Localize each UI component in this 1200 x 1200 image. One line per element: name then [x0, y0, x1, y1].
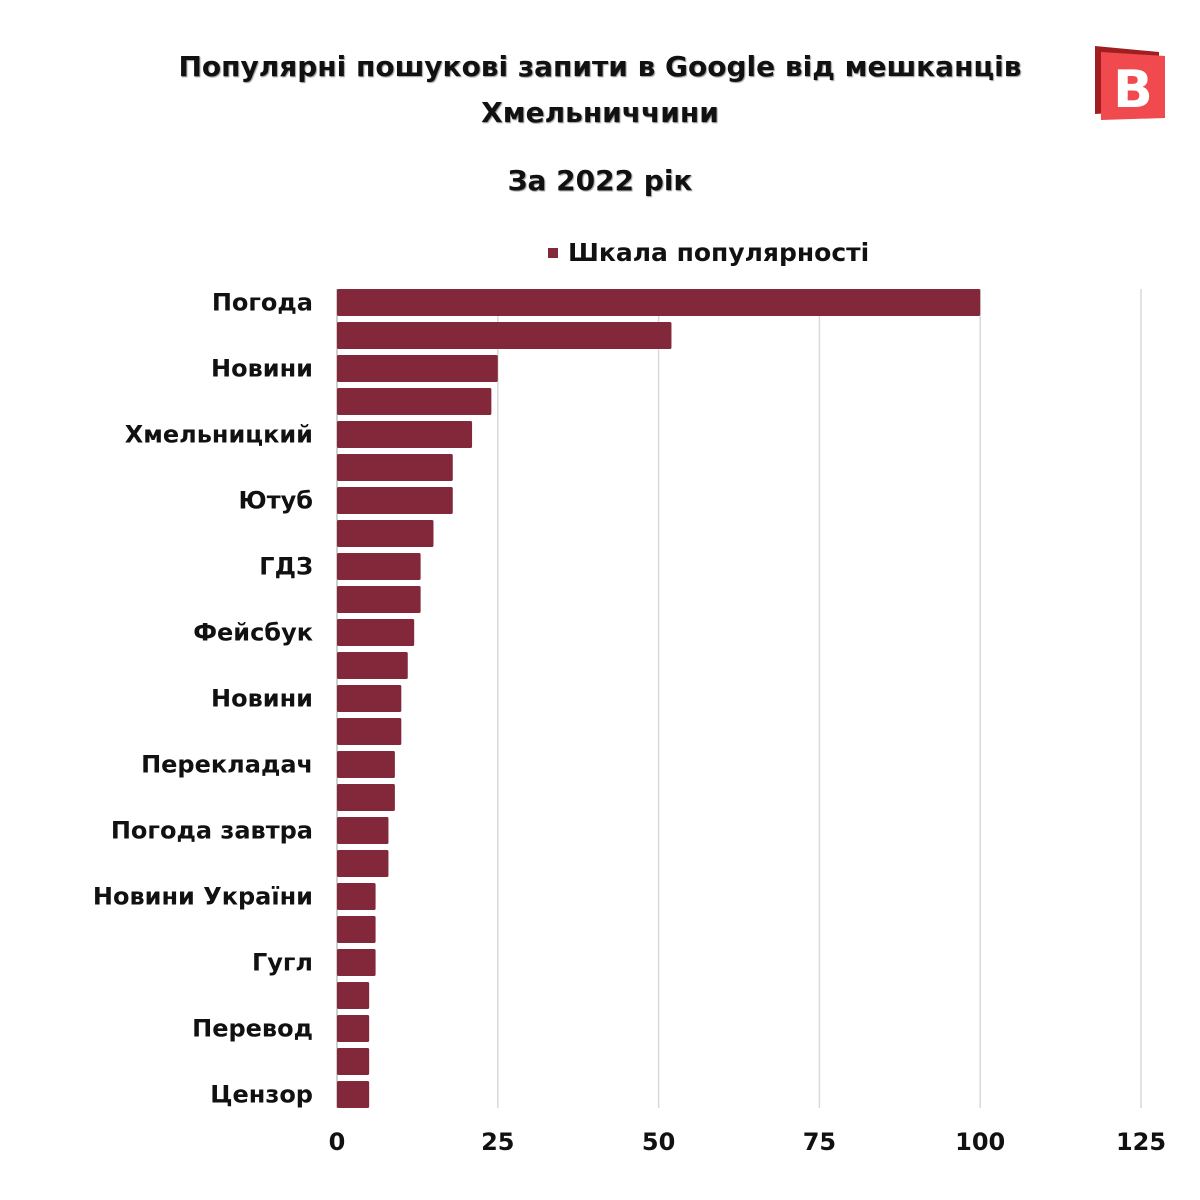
bar	[337, 883, 376, 910]
y-category-label: ГДЗ	[259, 553, 313, 581]
legend-label: Шкала популярності	[568, 238, 870, 267]
bar	[337, 289, 981, 316]
bar	[337, 355, 498, 382]
legend-swatch	[548, 247, 558, 258]
chart-subtitle: За 2022 рік	[507, 164, 693, 197]
bar	[337, 784, 395, 811]
y-category-label: Новини	[211, 355, 313, 383]
bar	[337, 1015, 370, 1042]
bar	[337, 454, 453, 481]
bar	[337, 652, 408, 679]
bar	[337, 487, 453, 514]
bar	[337, 322, 672, 349]
y-category-label: Новини України	[93, 883, 313, 911]
bar	[337, 751, 395, 778]
y-category-label: Погода	[212, 289, 313, 317]
y-category-label: Фейсбук	[193, 619, 313, 647]
chart-title: Популярні пошукові запити в Google від м…	[178, 50, 1022, 129]
x-tick-label: 25	[481, 1128, 514, 1156]
y-category-label: Хмельницкий	[125, 421, 313, 449]
y-category-label: Перевод	[192, 1015, 313, 1043]
bar	[337, 520, 434, 547]
x-tick-label: 125	[1116, 1128, 1166, 1156]
svg-text:В: В	[1113, 60, 1153, 120]
bar	[337, 1081, 370, 1108]
bar	[337, 421, 473, 448]
bar	[337, 388, 492, 415]
legend: Шкала популярності	[548, 238, 869, 267]
x-tick-label: 50	[642, 1128, 675, 1156]
y-category-label: Гугл	[252, 949, 313, 977]
bar	[337, 553, 421, 580]
x-tick-label: 75	[803, 1128, 836, 1156]
bar	[337, 718, 402, 745]
bar	[337, 586, 421, 613]
y-category-label: Цензор	[210, 1081, 313, 1109]
y-category-label: Погода завтра	[111, 817, 313, 845]
bar	[337, 1048, 370, 1075]
y-category-label: Перекладач	[141, 751, 313, 779]
bar	[337, 619, 415, 646]
y-category-label: Новини	[211, 685, 313, 713]
x-tick-label: 100	[955, 1128, 1005, 1156]
y-category-label: Ютуб	[239, 487, 313, 515]
x-tick-label: 0	[329, 1128, 346, 1156]
bar	[337, 850, 389, 877]
bar	[337, 982, 370, 1009]
logo: В	[1095, 46, 1165, 120]
bar	[337, 916, 376, 943]
bar	[337, 817, 389, 844]
bar	[337, 949, 376, 976]
bar	[337, 685, 402, 712]
